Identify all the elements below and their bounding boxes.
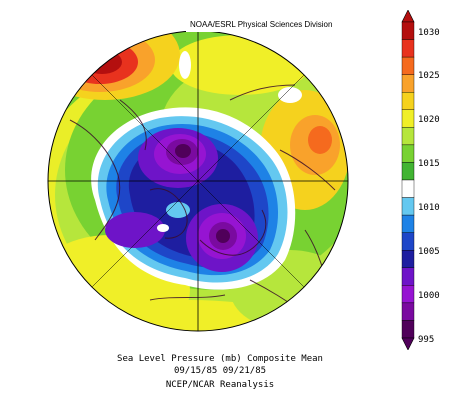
colorbar-swatch [401,56,415,75]
colorbar-swatch [401,127,415,146]
colorbar-tick: 1010 [418,203,440,213]
colorbar-swatch [401,162,415,181]
graticule [48,31,348,331]
colorbar-tick: 1025 [418,71,440,81]
caption-dates: 09/15/85 09/21/85 [173,366,267,376]
colorbar-swatch [401,320,415,339]
colorbar-swatch [401,302,415,321]
colorbar-tick: 1005 [418,247,440,257]
colorbar-tick: 1020 [418,115,440,125]
colorbar [401,10,415,350]
colorbar-arrow-bottom [401,337,415,350]
credit-label: NOAA/ESRL Physical Sciences Division [186,17,360,32]
colorbar-swatch [401,232,415,251]
colorbar-swatch [401,285,415,304]
colorbar-swatch [401,92,415,110]
colorbar-tick: 1015 [418,159,440,169]
colorbar-swatch [401,214,415,233]
colorbar-swatch [401,267,415,286]
caption-title: Sea Level Pressure (mb) Composite Mean [117,354,323,364]
colorbar-tick: 995 [418,335,435,345]
colorbar-swatch [401,74,415,93]
colorbar-swatch [401,109,415,128]
colorbar-tick: 1000 [418,291,440,301]
colorbar-swatch [401,197,415,216]
colorbar-swatch [401,250,415,268]
pressure-field [48,31,348,331]
colorbar-swatch [401,21,415,40]
colorbar-swatch [401,144,415,163]
caption-source: NCEP/NCAR Reanalysis [165,380,275,390]
colorbar-arrow-top [401,10,415,23]
colorbar-swatch [401,179,415,198]
colorbar-tick: 1030 [418,28,440,38]
colorbar-swatch [401,39,415,58]
